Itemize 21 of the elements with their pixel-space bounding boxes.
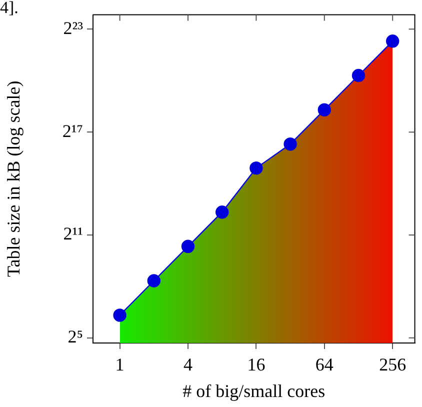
point [113, 308, 126, 322]
point [181, 240, 195, 254]
point [386, 34, 400, 48]
y-tick-label: 2¹¹ [63, 224, 83, 244]
y-tick-label: 2¹⁷ [62, 120, 83, 141]
y-tick-label: 2⁵ [68, 326, 83, 347]
point [250, 161, 263, 175]
x-axis-title: # of big/small cores [182, 380, 326, 401]
y-tick-label: 2²³ [63, 18, 84, 38]
x-tick-label: 1 [115, 354, 124, 375]
x-tick-label: 64 [315, 354, 334, 375]
x-tick-label: 4 [184, 354, 192, 375]
point [284, 138, 297, 151]
text: 4]. [0, 0, 18, 18]
point [147, 274, 160, 288]
x-tick-label: 16 [247, 354, 266, 375]
y-axis-title: Table size in kB (log scale) [4, 80, 24, 277]
point [352, 68, 366, 82]
point [318, 103, 331, 116]
x-tick-label: 256 [379, 354, 406, 375]
point [216, 206, 229, 219]
